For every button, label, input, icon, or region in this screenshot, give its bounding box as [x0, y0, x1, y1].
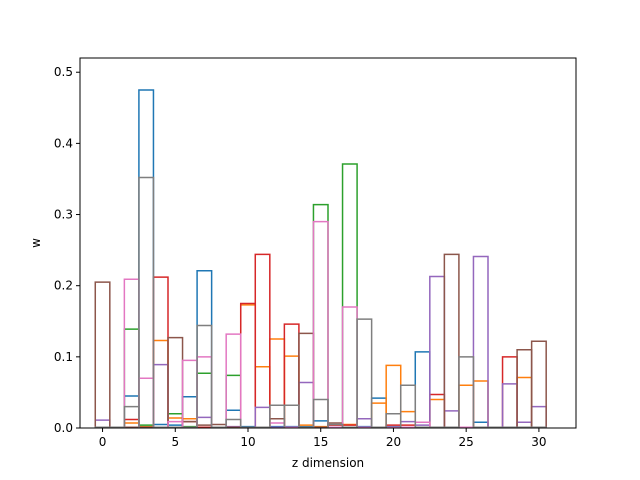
series-3-step-11 — [254, 253, 271, 428]
x-tick-label: 15 — [313, 435, 328, 449]
series-7-step-7 — [196, 324, 213, 428]
y-tick-label: 0.2 — [54, 279, 73, 293]
y-tick-label: 0.4 — [54, 136, 73, 150]
series-4-step-26 — [472, 255, 489, 428]
series-5-step-0 — [94, 281, 111, 428]
series-7-step-3 — [138, 176, 155, 428]
x-tick-label: 0 — [99, 435, 107, 449]
x-axis: 0 5 10 15 20 25 30 — [99, 428, 547, 449]
series-7-step-13 — [283, 404, 300, 428]
plot-frame — [79, 57, 577, 429]
series-2-step-17 — [341, 163, 358, 428]
y-tick-label: 0.5 — [54, 65, 73, 79]
x-tick-label: 30 — [531, 435, 546, 449]
y-tick-label: 0.1 — [54, 350, 73, 364]
series-7-step-18 — [356, 318, 373, 428]
series-5-step-24 — [443, 253, 460, 428]
y-axis-label: w — [29, 238, 43, 248]
series-5-step-30 — [530, 340, 547, 428]
series-7-step-15 — [312, 398, 329, 428]
x-axis-label: z dimension — [292, 456, 364, 470]
y-tick-label: 0.3 — [54, 208, 73, 222]
x-tick-label: 10 — [240, 435, 255, 449]
x-tick-label: 20 — [386, 435, 401, 449]
series-6-step-9 — [225, 333, 242, 428]
series-7-step-21 — [399, 384, 417, 428]
series-6-step-15 — [312, 220, 329, 428]
series-7-step-9 — [225, 418, 242, 428]
y-axis: 0.0 0.1 0.2 0.3 0.4 0.5 — [54, 65, 80, 435]
x-tick-label: 25 — [459, 435, 474, 449]
x-tick-label: 5 — [171, 435, 179, 449]
series-7-step-25 — [458, 356, 475, 428]
series-7-step-16 — [327, 423, 344, 428]
y-tick-label: 0.0 — [54, 421, 73, 435]
